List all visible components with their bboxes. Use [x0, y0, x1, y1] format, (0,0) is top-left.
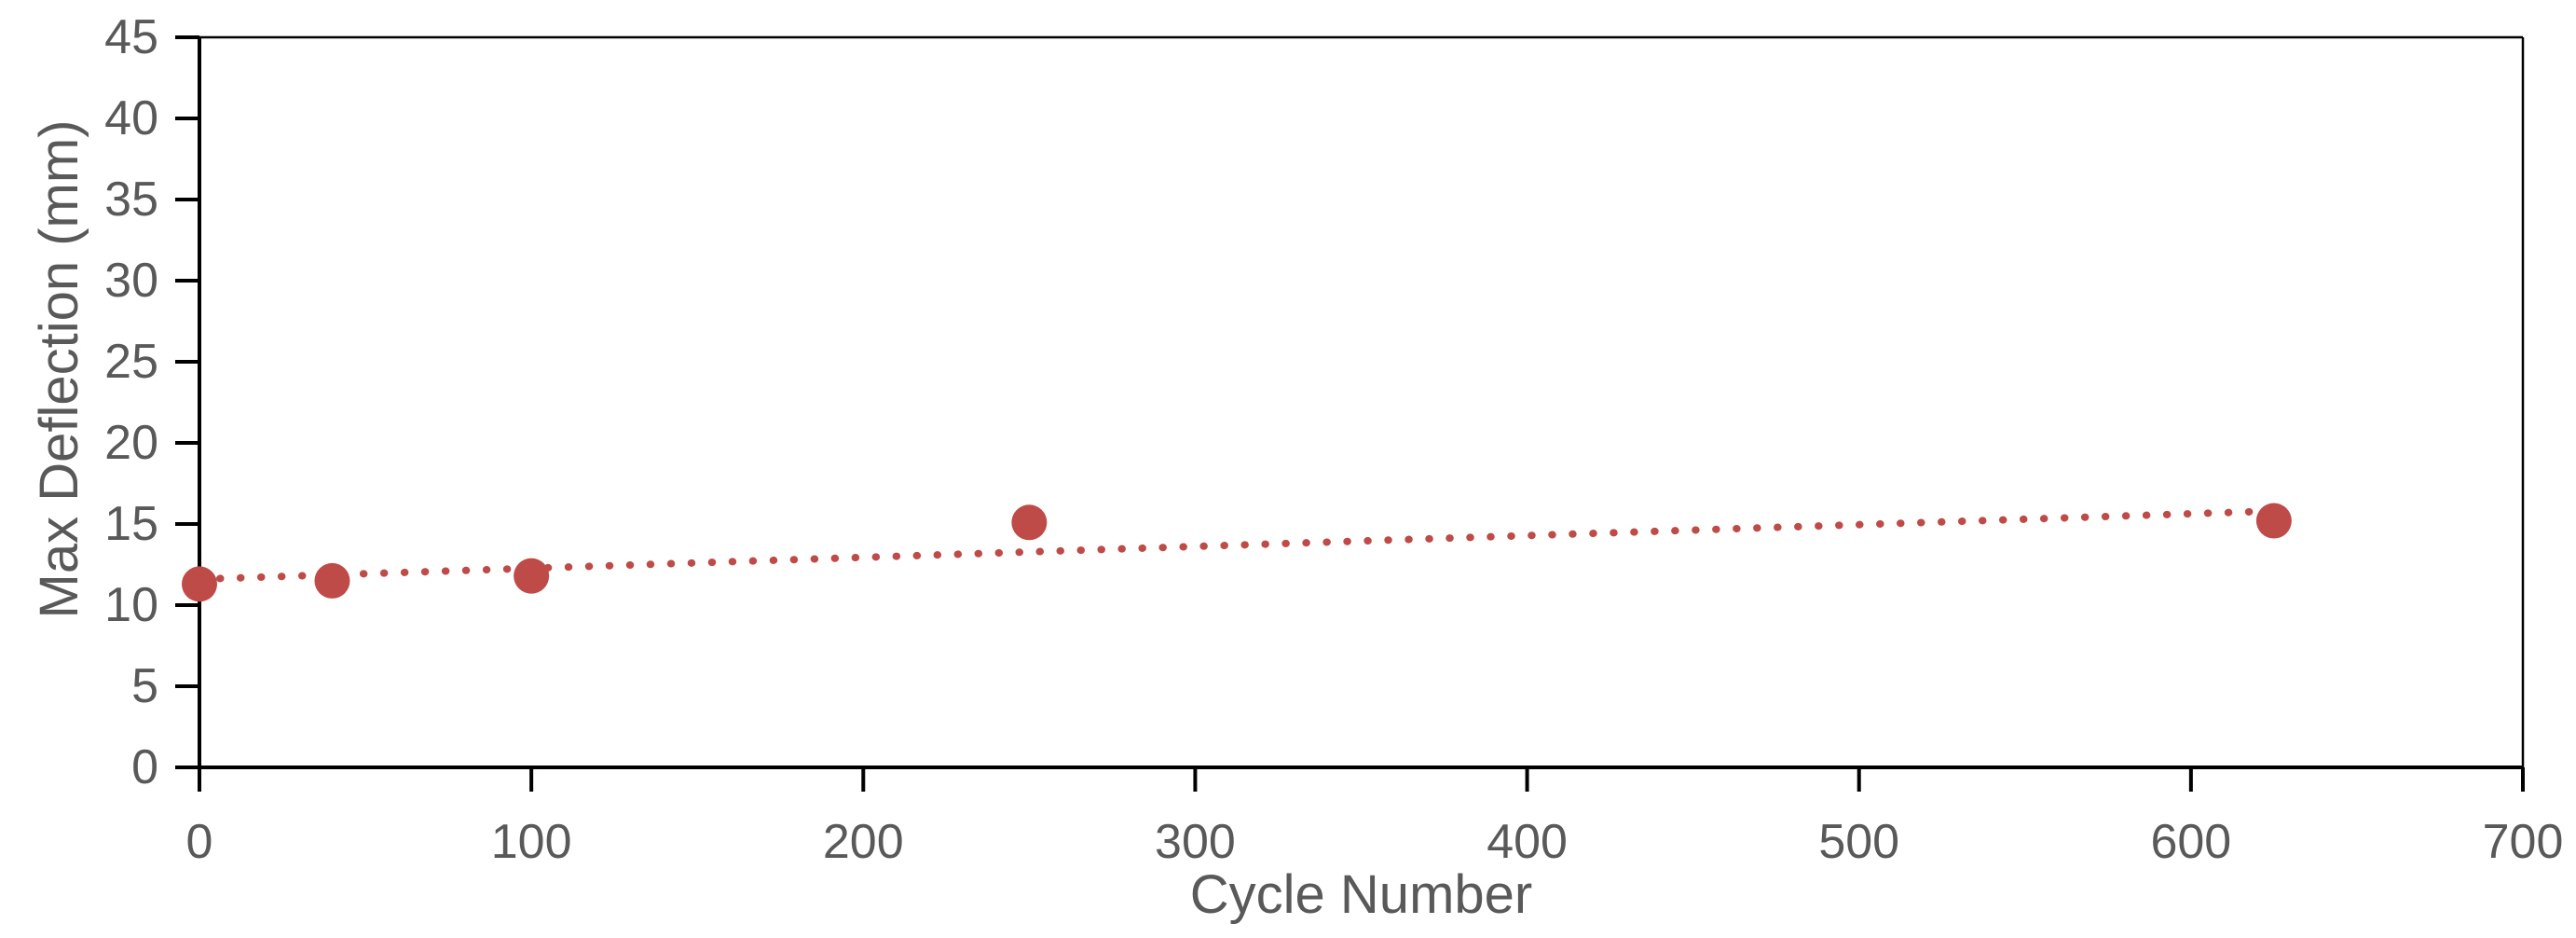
y-tick-label: 5: [131, 659, 158, 713]
y-tick-label: 0: [131, 740, 158, 794]
x-tick-label: 400: [1487, 815, 1568, 869]
x-tick-label: 500: [1818, 815, 1899, 869]
x-axis-title: Cycle Number: [1189, 864, 1533, 925]
data-point: [1011, 504, 1048, 541]
x-tick-label: 200: [823, 815, 904, 869]
x-tick-label: 700: [2483, 815, 2564, 869]
data-point: [2255, 503, 2292, 539]
data-point: [182, 566, 217, 602]
x-tick-label: 600: [2150, 815, 2231, 869]
x-tick-label: 100: [491, 815, 572, 869]
y-axis-title: Max Deflection (mm): [29, 119, 90, 619]
y-tick-label: 45: [104, 10, 158, 64]
y-tick-label: 20: [104, 416, 158, 470]
data-point: [514, 558, 550, 594]
x-tick-label: 0: [186, 815, 213, 869]
y-tick-label: 25: [104, 335, 158, 389]
y-tick-label: 10: [104, 578, 158, 632]
y-tick-label: 35: [104, 172, 158, 227]
y-tick-label: 30: [104, 254, 158, 308]
data-point: [314, 562, 350, 599]
y-tick-label: 40: [104, 91, 158, 145]
trendline: [196, 507, 2278, 584]
x-tick-label: 300: [1155, 815, 1236, 869]
y-tick-label: 15: [104, 497, 158, 551]
